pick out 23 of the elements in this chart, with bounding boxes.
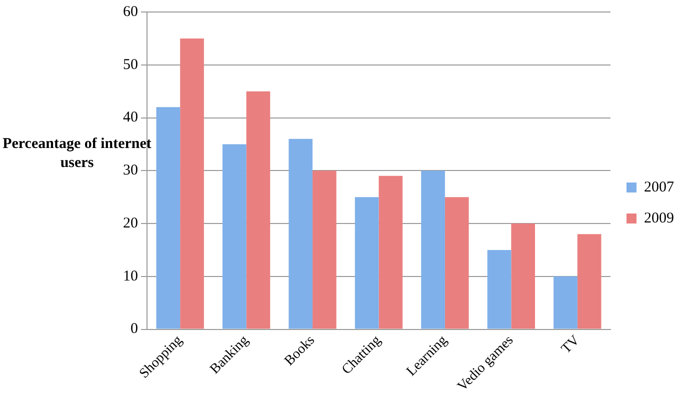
y-tick-label: 40 xyxy=(123,110,138,126)
bar xyxy=(378,176,403,329)
y-tick-label: 0 xyxy=(130,321,138,338)
bar xyxy=(554,276,578,329)
bar xyxy=(312,170,336,329)
legend-label: 2007 xyxy=(644,179,674,196)
bar xyxy=(354,197,379,329)
bar xyxy=(511,224,536,329)
bar xyxy=(421,170,445,329)
bar xyxy=(222,144,246,329)
y-tick-label: 50 xyxy=(123,56,138,73)
bar xyxy=(180,38,204,329)
bar xyxy=(487,250,512,329)
bar xyxy=(246,91,270,329)
bar xyxy=(444,197,469,329)
x-tick-label: TV xyxy=(559,333,583,357)
legend-label: 2009 xyxy=(644,210,674,226)
y-tick-label: 20 xyxy=(123,215,138,232)
bar xyxy=(288,138,313,329)
bar xyxy=(156,107,180,329)
y-tick-label: 60 xyxy=(123,4,138,20)
bar xyxy=(577,234,602,329)
y-tick-label: 10 xyxy=(123,268,138,284)
